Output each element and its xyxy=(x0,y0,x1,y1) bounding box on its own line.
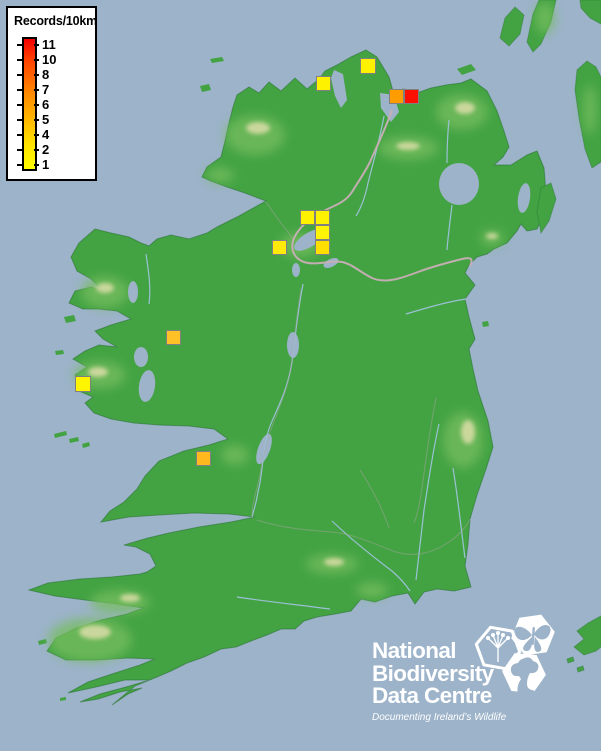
record-square[interactable] xyxy=(315,240,330,255)
legend: Records/10km 11 10 8 7 6 5 4 2 1 xyxy=(6,6,97,181)
record-square[interactable] xyxy=(404,89,419,104)
record-square[interactable] xyxy=(166,330,181,345)
relief-peaks xyxy=(79,102,498,639)
logo-line-3: Data Centre xyxy=(372,683,492,708)
legend-tick: 11 xyxy=(8,37,95,52)
record-square[interactable] xyxy=(389,89,404,104)
seahorse-icon xyxy=(502,653,546,702)
record-square[interactable] xyxy=(75,376,91,392)
record-square[interactable] xyxy=(315,225,330,240)
logo-line-2: Biodiversity xyxy=(372,660,494,686)
record-square[interactable] xyxy=(196,451,211,466)
record-square[interactable] xyxy=(315,210,330,225)
rivers xyxy=(145,115,467,610)
legend-tick: 6 xyxy=(8,97,95,112)
ireland-landmass xyxy=(27,0,601,706)
record-square[interactable] xyxy=(360,58,376,74)
legend-tick: 2 xyxy=(8,142,95,157)
northern-ireland-border xyxy=(291,109,473,282)
legend-tick: 4 xyxy=(8,127,95,142)
record-square[interactable] xyxy=(272,240,287,255)
logo-tagline: Documenting Ireland’s Wildlife xyxy=(372,711,507,723)
logo-line-1: National xyxy=(372,638,457,663)
legend-tick: 5 xyxy=(8,112,95,127)
legend-tick: 10 xyxy=(8,52,95,67)
record-square[interactable] xyxy=(300,210,315,225)
legend-tick: 7 xyxy=(8,82,95,97)
legend-ticks: 11 10 8 7 6 5 4 2 1 xyxy=(8,37,95,172)
nbdc-logo-text: National Biodiversity Data Centre Docume… xyxy=(372,638,507,723)
record-square[interactable] xyxy=(316,76,331,91)
small-islands xyxy=(38,57,489,701)
legend-tick: 8 xyxy=(8,67,95,82)
legend-tick: 1 xyxy=(8,157,95,172)
nbdc-logo-hexagons xyxy=(474,614,555,702)
butterfly-icon xyxy=(511,614,555,656)
legend-title: Records/10km xyxy=(14,14,98,28)
wales-coast xyxy=(566,615,601,673)
county-borders xyxy=(251,201,471,555)
